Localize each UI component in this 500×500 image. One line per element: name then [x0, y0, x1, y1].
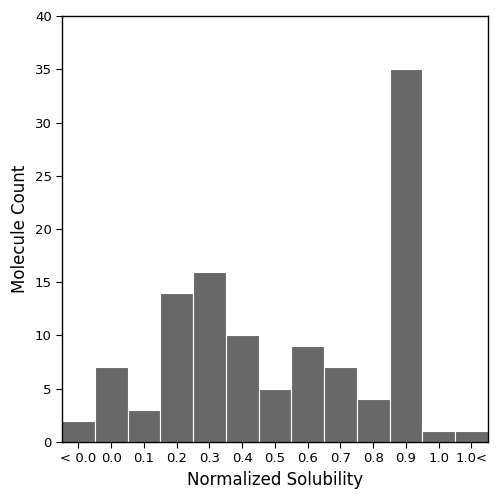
Bar — [193, 272, 226, 442]
Bar — [128, 410, 160, 442]
Bar — [390, 70, 422, 442]
Bar — [95, 368, 128, 442]
Bar — [62, 420, 95, 442]
Bar — [226, 336, 258, 442]
Y-axis label: Molecule Count: Molecule Count — [11, 165, 29, 293]
Bar — [422, 432, 455, 442]
Bar — [160, 293, 193, 442]
Bar — [357, 400, 390, 442]
Bar — [455, 432, 488, 442]
Bar — [324, 368, 357, 442]
Bar — [258, 388, 292, 442]
X-axis label: Normalized Solubility: Normalized Solubility — [187, 471, 363, 489]
Bar — [292, 346, 324, 442]
